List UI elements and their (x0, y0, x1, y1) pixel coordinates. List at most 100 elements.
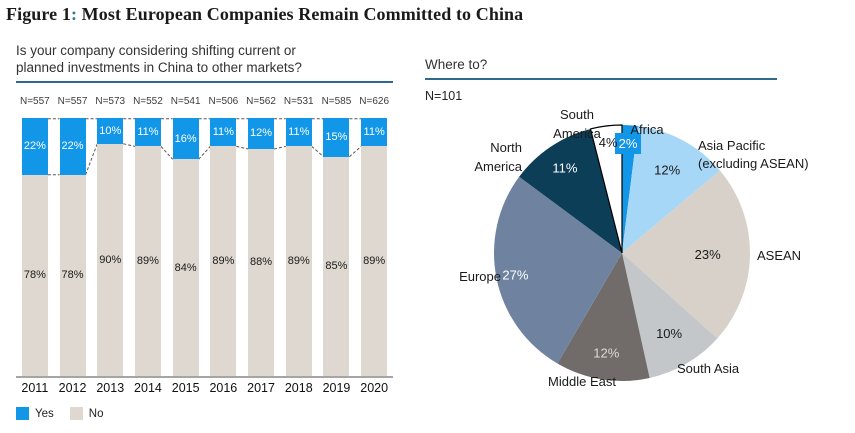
pie-sample-size: N=101 (425, 89, 463, 103)
pie-percent-label: 2% (619, 136, 638, 151)
sample-size-label: N=585 (321, 96, 352, 107)
legend-label: No (88, 407, 104, 420)
year-label: 2015 (171, 381, 200, 395)
pie-slice-name: Europe (459, 269, 501, 284)
bar-segment-yes-2019: 15% (323, 118, 350, 157)
bar-segment-yes-2017: 12% (248, 118, 275, 149)
pie-slice-north-america (519, 128, 622, 253)
bar-value-label: 89% (136, 255, 159, 268)
bar-chart-section: Is your company considering shifting cur… (16, 42, 393, 420)
bar-segment-no-2019: 85% (323, 156, 350, 376)
year-label: 2017 (247, 381, 275, 395)
sample-size-label: N=506 (208, 96, 239, 107)
pie-percent-label: 4% (599, 135, 618, 150)
bar-value-label: 78% (23, 269, 46, 282)
pie-callout-box (615, 133, 641, 154)
sample-size-label: N=573 (95, 96, 126, 107)
pie-slice-europe (493, 176, 622, 364)
bar-segment-yes-2014: 11% (134, 118, 161, 147)
year-label: 2013 (96, 381, 125, 395)
bar-value-label: 90% (99, 253, 122, 266)
sample-size-label: N=552 (133, 96, 163, 107)
sample-size-label: N=562 (246, 96, 276, 107)
figure-title: Figure 1: Most European Companies Remain… (6, 4, 523, 25)
pie-percent-label: 27% (502, 267, 528, 282)
pie-slice-asia-pacific-excluding-asean- (622, 125, 720, 253)
pie-chart: 2%Africa 12% Asia Pacific (excluding ASEAN)… (459, 107, 808, 389)
bar-chart-rule (16, 81, 393, 83)
bar-value-label: 89% (212, 255, 235, 268)
bar-segment-yes-2018: 11% (285, 118, 312, 147)
bar-segment-yes-2020: 11% (361, 118, 388, 147)
bar-segment-yes-2015: 16% (172, 118, 199, 160)
sample-size-label: N=557 (57, 96, 88, 107)
sample-size-label: N=626 (359, 96, 390, 107)
bar-value-label: 84% (174, 261, 197, 274)
legend-item-yes: Yes (16, 407, 54, 420)
bar-chart-question: Is your company considering shifting cur… (16, 43, 302, 75)
bar-segment-yes-2011: 22% (21, 118, 48, 175)
legend-label: Yes (35, 407, 54, 420)
bar-value-label: 89% (363, 255, 386, 268)
legend-swatch (16, 407, 29, 420)
figure-title-separator: : (70, 4, 78, 24)
bar-segment-no-2012: 78% (59, 174, 86, 376)
bar-segment-no-2018: 89% (285, 146, 312, 376)
legend-swatch (69, 407, 83, 420)
sample-size-label: N=541 (170, 96, 201, 107)
pie-percent-label: 10% (656, 326, 682, 341)
figure-title-rest: Most European Companies Remain Committed… (77, 4, 524, 24)
stacked-bar-plot: 22% 78% 22% 78% 10% 90% 11% 89% 16% 84% 11% 89% 12% 8… (16, 118, 393, 378)
bar-value-label: 16% (174, 132, 197, 145)
bar-value-label: 11% (363, 126, 385, 139)
bar-value-label: 15% (325, 131, 348, 144)
bar-value-label: 88% (250, 256, 273, 269)
bar-segment-no-2016: 89% (210, 146, 237, 376)
pie-slice-name: Africa (630, 122, 664, 137)
year-label: 2019 (322, 381, 351, 395)
pie-slice-name: Middle East (548, 374, 616, 389)
bar-value-label: 22% (61, 140, 84, 153)
bar-segment-no-2011: 78% (21, 174, 48, 376)
year-label: 2011 (21, 381, 49, 395)
bar-value-label: 22% (23, 140, 46, 153)
bar-segment-no-2015: 84% (172, 159, 199, 376)
year-label: 2012 (58, 381, 87, 395)
bar-value-label: 11% (212, 126, 234, 139)
sample-size-row: N=557 N=557 N=573 N=552 N=541 N=506 N=562 N=531… (16, 96, 393, 109)
pie-slice-name: Asia Pacific (698, 138, 766, 153)
bar-value-label: 89% (287, 255, 310, 268)
year-label: 2020 (360, 381, 389, 395)
bar-value-label: 10% (99, 124, 122, 137)
pie-chart-rule (425, 78, 777, 80)
bar-value-label: 78% (61, 269, 84, 282)
pie-slice-name: America (474, 159, 522, 174)
bar-chart-legend: Yes No (16, 407, 393, 420)
bar-segment-no-2013: 90% (97, 143, 124, 376)
pie-slice-south-america (589, 124, 623, 254)
pie-slice-name: South (560, 107, 594, 122)
x-axis-year-labels: 2011 2012 2013 2014 2015 2016 2017 2018 2019 2020 (16, 381, 393, 395)
year-label: 2016 (209, 381, 238, 395)
pie-slice-south-asia (622, 253, 718, 378)
pie-chart-section: Where to? N=101 2% Africa 12% Asia Pacific (… (425, 56, 855, 416)
legend-item-no: No (69, 407, 104, 420)
pie-chart-question: Where to? (425, 57, 488, 72)
pie-slice-name: South Asia (677, 361, 740, 376)
bar-value-label: 85% (325, 260, 348, 273)
figure-title-prefix: Figure 1 (6, 4, 71, 24)
pie-slice-name: America (553, 126, 601, 141)
bar-segment-yes-2013: 10% (97, 118, 124, 144)
sample-size-label: N=557 (19, 96, 50, 107)
bar-segment-yes-2016: 11% (210, 118, 237, 147)
bar-value-label: 11% (288, 126, 310, 139)
year-label: 2014 (134, 381, 162, 395)
pie-slice-name: ASEAN (757, 248, 801, 263)
pie-slice-middle-east (557, 253, 650, 382)
year-label: 2018 (284, 381, 313, 395)
bar-segment-no-2020: 89% (361, 146, 388, 376)
bar-value-label: 11% (137, 126, 159, 139)
bar-segment-yes-2012: 22% (59, 118, 86, 175)
sample-size-label: N=531 (283, 96, 314, 107)
